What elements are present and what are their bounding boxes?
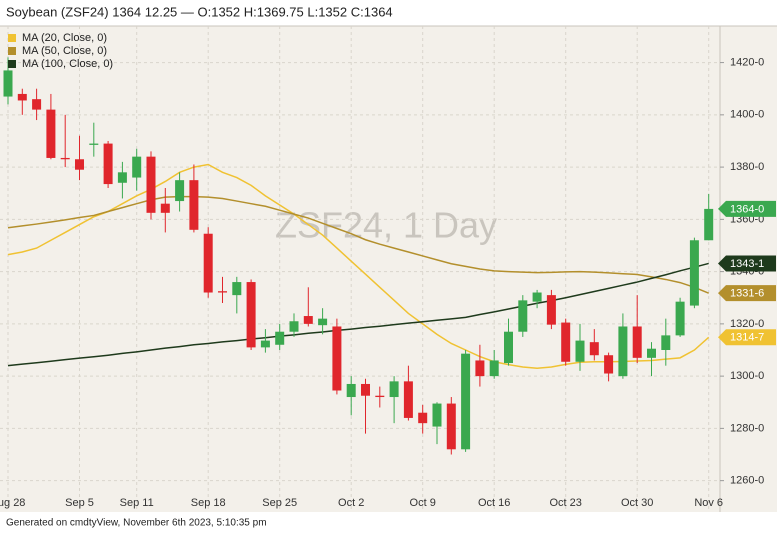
- candle-body: [75, 159, 84, 170]
- candle-body: [46, 109, 56, 158]
- candle-body: [361, 383, 370, 396]
- x-tick-label: Sep 5: [65, 497, 94, 509]
- y-tick-label: 1400-0: [730, 109, 764, 121]
- legend-swatch: [8, 34, 16, 42]
- x-tick-label: Sep 25: [262, 497, 297, 509]
- watermark: ZSF24, 1 Day: [275, 205, 497, 246]
- x-tick-label: Sep 11: [120, 497, 154, 509]
- y-tick-label: 1420-0: [730, 56, 764, 68]
- last-price-tag-label: 1364-0: [730, 203, 764, 215]
- candle-body: [632, 326, 642, 358]
- candle-body: [675, 301, 685, 336]
- y-tick-label: 1280-0: [730, 422, 764, 434]
- candle-body: [346, 383, 356, 398]
- candle-body: [689, 240, 699, 306]
- candle-body: [132, 156, 142, 178]
- candle-body: [647, 348, 656, 358]
- candle-body: [103, 143, 113, 185]
- candle-body: [146, 156, 156, 213]
- x-tick-label: Aug 28: [0, 497, 25, 509]
- plot-background: [0, 26, 777, 512]
- candle-body: [318, 318, 328, 326]
- candle-body: [489, 360, 499, 377]
- candle-body: [546, 295, 556, 325]
- candle-body: [203, 233, 213, 293]
- chart-title: Soybean (ZSF24) 1364 12.25 — O:1352 H:13…: [6, 4, 393, 19]
- moving-average-tag-label: 1314-7: [730, 332, 764, 344]
- candle-body: [532, 292, 542, 302]
- candle-body: [218, 291, 227, 293]
- moving-average-tag: [718, 329, 776, 346]
- candle-body: [618, 326, 628, 377]
- candle-body: [117, 172, 127, 183]
- candle-body: [389, 381, 399, 398]
- moving-average-line: [7, 163, 710, 370]
- y-tick-label: 1260-0: [730, 475, 764, 487]
- last-price-tag: [718, 200, 776, 217]
- candle-body: [604, 355, 614, 374]
- candle-body: [17, 93, 27, 101]
- candle-body: [246, 282, 256, 348]
- y-tick-label: 1300-0: [730, 370, 764, 382]
- x-tick-label: Oct 2: [338, 497, 364, 509]
- candle-body: [475, 360, 485, 377]
- candle-body: [561, 322, 571, 362]
- candle-body: [704, 208, 714, 241]
- legend-label: MA (20, Close, 0): [22, 32, 107, 44]
- candle-body: [32, 99, 42, 110]
- candle-body: [303, 316, 313, 324]
- candle-body: [89, 143, 99, 145]
- moving-average-tag: [718, 255, 776, 272]
- candle-body: [175, 180, 185, 202]
- candle-body: [232, 282, 242, 296]
- candle-body: [446, 403, 456, 450]
- candle-body: [332, 326, 342, 391]
- candle-body: [3, 70, 13, 97]
- candle-body: [589, 342, 599, 356]
- y-tick-label: 1380-0: [730, 161, 764, 173]
- x-tick-label: Oct 16: [478, 497, 510, 509]
- legend-swatch: [8, 60, 16, 68]
- title-bar: [0, 0, 777, 26]
- x-tick-label: Nov 6: [694, 497, 723, 509]
- candle-body: [403, 381, 413, 418]
- moving-average-tag-label: 1343-1: [730, 258, 764, 270]
- candle-body: [375, 395, 385, 398]
- x-tick-label: Sep 18: [191, 497, 226, 509]
- footer: Generated on cmdtyView, November 6th 202…: [6, 518, 267, 529]
- moving-average-line: [7, 262, 709, 367]
- legend-swatch: [8, 47, 16, 55]
- candle-body: [432, 403, 442, 427]
- candle-body: [518, 300, 528, 332]
- legend-label: MA (50, Close, 0): [22, 45, 107, 57]
- x-tick-label: Oct 23: [549, 497, 581, 509]
- candle-body: [504, 331, 513, 364]
- y-tick-label: 1320-0: [730, 318, 764, 330]
- footer-bar: [0, 512, 777, 533]
- moving-average-tag: [718, 285, 776, 302]
- candle-body: [418, 412, 428, 424]
- candle-body: [160, 203, 170, 213]
- moving-average-tag-label: 1331-6: [730, 288, 764, 300]
- candle-body: [289, 321, 299, 332]
- candle-body: [661, 335, 671, 350]
- x-tick-label: Oct 9: [410, 497, 436, 509]
- candle-body: [60, 157, 70, 160]
- candle-body: [461, 353, 471, 450]
- moving-average-line: [7, 195, 709, 294]
- candle-body: [575, 340, 585, 362]
- legend-label: MA (100, Close, 0): [22, 58, 113, 70]
- candle-body: [275, 331, 285, 345]
- x-tick-label: Oct 30: [621, 497, 653, 509]
- candle-body: [189, 180, 199, 230]
- candle-body: [260, 340, 270, 348]
